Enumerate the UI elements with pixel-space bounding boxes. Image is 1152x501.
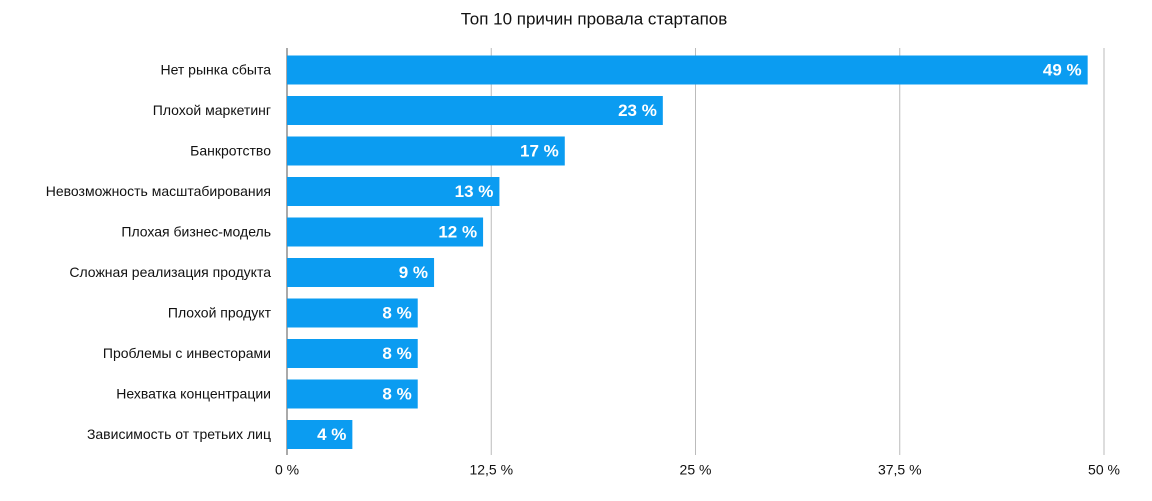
chart-title: Топ 10 причин провала стартапов xyxy=(461,9,728,28)
bar xyxy=(287,96,663,125)
y-tick-label: Нет рынка сбыта xyxy=(160,62,271,78)
value-label: 49 % xyxy=(1043,60,1082,79)
value-label: 23 % xyxy=(618,101,657,120)
value-label: 12 % xyxy=(438,222,477,241)
value-label: 9 % xyxy=(399,263,428,282)
y-tick-label: Банкротство xyxy=(190,143,271,159)
y-tick-label: Сложная реализация продукта xyxy=(69,264,271,280)
x-tick-label: 50 % xyxy=(1088,462,1120,478)
bar xyxy=(287,217,484,247)
y-tick-label: Нехватка концентрации xyxy=(116,386,271,402)
x-tick-label: 0 % xyxy=(275,462,299,478)
bar xyxy=(287,136,565,166)
bar xyxy=(287,420,353,449)
x-tick-label: 25 % xyxy=(680,462,712,478)
value-label: 8 % xyxy=(382,384,411,403)
x-tick-label: 37,5 % xyxy=(878,462,922,478)
value-label: 4 % xyxy=(317,425,346,444)
y-tick-label: Зависимость от третьих лиц xyxy=(87,426,271,442)
y-tick-label: Невозможность масштабирования xyxy=(46,183,271,199)
y-tick-label: Плохой маркетинг xyxy=(153,102,271,118)
bar xyxy=(287,258,435,287)
x-tick-label: 12,5 % xyxy=(469,462,513,478)
bar xyxy=(287,55,1088,85)
bar xyxy=(287,177,500,206)
value-label: 13 % xyxy=(455,182,494,201)
y-tick-label: Плохой продукт xyxy=(168,305,272,321)
bar xyxy=(287,339,418,368)
bar xyxy=(287,379,418,409)
value-label: 17 % xyxy=(520,141,559,160)
y-tick-label: Проблемы с инвесторами xyxy=(103,345,271,361)
value-label: 8 % xyxy=(382,344,411,363)
y-tick-label: Плохая бизнес-модель xyxy=(121,224,271,240)
value-label: 8 % xyxy=(382,303,411,322)
bar xyxy=(287,298,418,328)
